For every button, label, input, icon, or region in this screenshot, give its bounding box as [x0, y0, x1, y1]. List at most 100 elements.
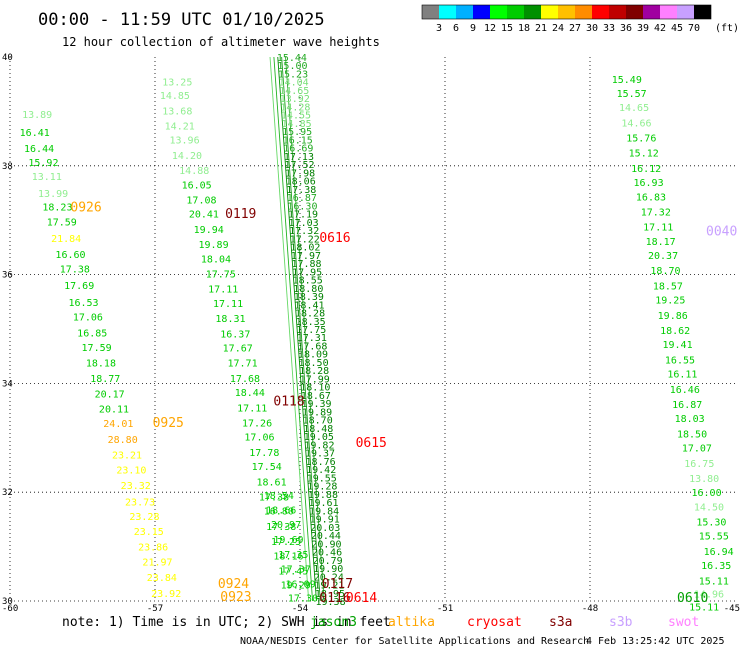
track-value-label: 15.11 [699, 576, 729, 587]
band-value-label: 19.39 [301, 399, 331, 410]
track-value-label: 23.15 [134, 527, 164, 538]
track-value-label: 23.28 [129, 512, 159, 523]
track-value-label: 17.59 [82, 343, 112, 354]
band-value-label: 16.15 [283, 135, 313, 146]
scale-tick-label: 39 [637, 23, 649, 34]
scale-swatch [422, 5, 439, 19]
scale-swatch [541, 5, 558, 19]
band-value-label: 20.03 [310, 523, 340, 534]
track-value-label: 20.37 [648, 251, 678, 262]
band-value-label: 17.98 [285, 168, 315, 179]
track-value-label: 16.80 [264, 507, 294, 518]
band-value-label: 20.46 [312, 548, 342, 559]
x-tick-label: -51 [437, 604, 453, 614]
track-value-label: 20.97 [271, 520, 301, 531]
track-value-label: 18.03 [675, 414, 705, 425]
track-value-label: 13.80 [689, 474, 719, 485]
band-value-label: 18.10 [300, 383, 330, 394]
track-value-label: 28.80 [108, 435, 138, 446]
chart-title: 00:00 - 11:59 UTC 01/10/2025 [38, 10, 325, 30]
track-value-label: 18.16 [273, 551, 303, 562]
band-value-label: 17.31 [297, 333, 327, 344]
track-value-label: 19.86 [658, 311, 688, 322]
track-value-label: 17.11 [208, 285, 238, 296]
track-value-label: 17.71 [228, 359, 258, 370]
track-value-label: 24.01 [103, 419, 133, 430]
dense-pass-band: 15.4415.0015.2314.0414.6513.9214.2814.55… [269, 53, 346, 608]
track-value-label: 17.07 [682, 444, 712, 455]
track-value-label: 16.75 [684, 459, 714, 470]
band-value-label: 19.55 [307, 473, 337, 484]
track-value-label: 13.96 [170, 136, 200, 147]
track-value-label: 23.92 [151, 589, 181, 600]
track-value-label: 20.41 [189, 210, 219, 221]
track-value-label: 17.78 [249, 448, 279, 459]
track-value-label: 19.25 [655, 296, 685, 307]
track-value-label: 17.06 [244, 433, 274, 444]
band-value-label: 16.69 [283, 144, 313, 155]
track-value-label: 18.18 [86, 359, 116, 370]
scale-swatch [609, 5, 626, 19]
scale-tick-label: 3 [436, 23, 442, 34]
track-value-label: 17.08 [186, 196, 216, 207]
scale-tick-label: 27 [569, 23, 581, 34]
pass-label: 0116 [319, 591, 350, 606]
band-value-label: 19.05 [304, 432, 334, 443]
note-text: note: 1) Time is in UTC; 2) SWH is in fe… [62, 615, 391, 630]
track-value-label: 13.25 [162, 77, 192, 88]
scale-frame [421, 4, 712, 20]
track-value-label: 17.25 [271, 537, 301, 548]
satellite-name-s3a: s3a [549, 615, 572, 630]
scale-tick-label: 42 [654, 23, 666, 34]
satellite-legend: jason3 altika cryosat s3a s3b swot [310, 615, 699, 630]
band-value-label: 19.61 [308, 498, 338, 509]
scale-swatch [473, 5, 490, 19]
track-value-label: 17.37 [281, 564, 311, 575]
track-value-label: 18.62 [660, 326, 690, 337]
track-value-label: 18.31 [215, 314, 245, 325]
scale-swatch [677, 5, 694, 19]
band-value-label: 13.92 [280, 94, 310, 105]
track-value-label: 14.20 [172, 151, 202, 162]
band-value-label: 19.28 [307, 482, 337, 493]
band-value-label: 19.21 [314, 581, 344, 592]
track-value-label: 21.84 [51, 234, 81, 245]
track-value-label: 23.84 [147, 573, 177, 584]
band-value-label: 18.48 [303, 424, 333, 435]
band-value-label: 16.30 [287, 201, 317, 212]
band-value-label: 16.87 [287, 193, 317, 204]
scale-tick-label: 9 [470, 23, 476, 34]
track-value-label: 15.49 [612, 75, 642, 86]
track-value-label: 20.11 [99, 404, 129, 415]
band-value-label: 18.67 [301, 391, 331, 402]
track-value-label: 16.93 [634, 178, 664, 189]
band-value-label: 14.55 [281, 111, 311, 122]
band-value-label: 17.68 [297, 341, 327, 352]
satellite-name-altika: altika [388, 615, 435, 630]
y-tick-label: 38 [2, 162, 13, 172]
x-tick-label: -45 [724, 604, 740, 614]
pass-label: 0119 [225, 207, 256, 222]
track-value-label: 15.11 [689, 602, 719, 613]
band-value-label: 18.35 [296, 317, 326, 328]
track-value-label: 15.12 [629, 149, 659, 160]
track-value-label: 18.61 [257, 477, 287, 488]
pass-label: 0615 [356, 436, 387, 451]
pass-label: 0040 [706, 225, 737, 240]
track-value-label: 16.44 [24, 144, 54, 155]
track-value-label: 23.86 [138, 543, 168, 554]
track-value-label: 18.57 [653, 281, 683, 292]
band-value-label: 14.85 [282, 119, 312, 130]
band-value-label: 14.28 [280, 102, 310, 113]
band-value-label: 19.37 [305, 449, 335, 460]
scale-swatch [694, 5, 711, 19]
band-value-label: 20.90 [311, 539, 341, 550]
generated-timestamp: 4 Feb 13:25:42 UTC 2025 [586, 636, 724, 647]
scale-tick-label: 30 [586, 23, 598, 34]
track-value-label: 17.59 [47, 217, 77, 228]
track-value-label: 15.57 [617, 89, 647, 100]
band-value-label: 18.09 [298, 350, 328, 361]
band-value-label: 17.88 [291, 259, 321, 270]
band-value-label: 18.28 [299, 366, 329, 377]
track-value-label: 16.85 [77, 328, 107, 339]
